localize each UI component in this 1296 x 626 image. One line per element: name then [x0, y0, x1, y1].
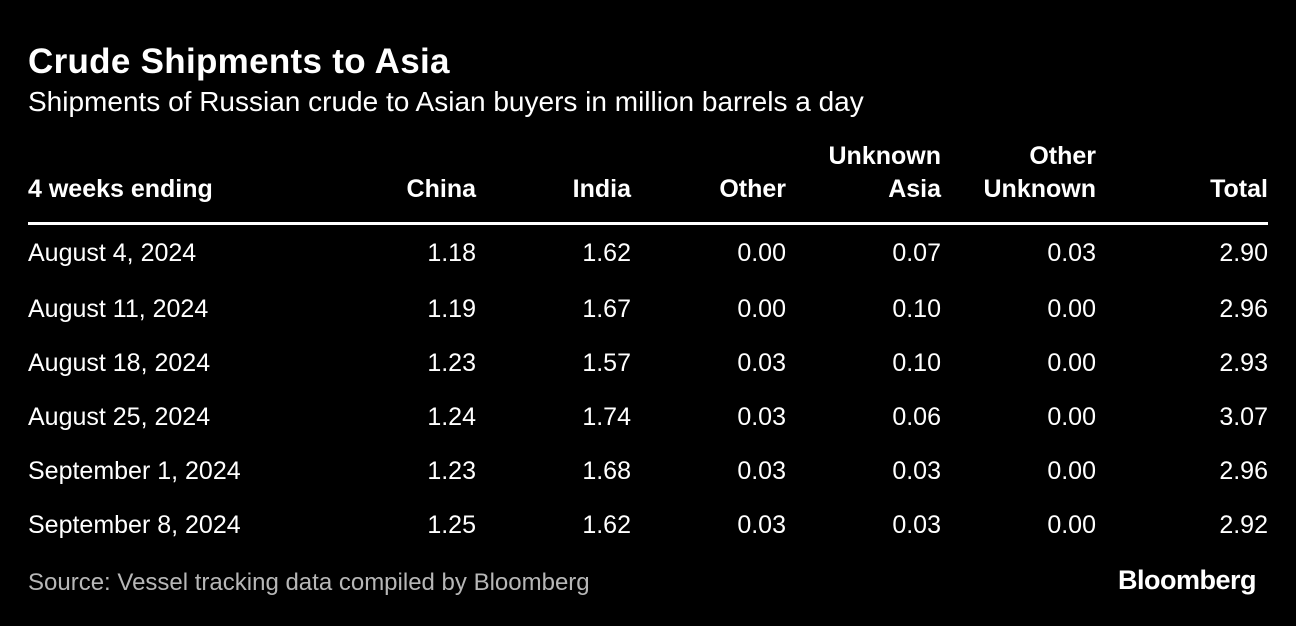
table-row: August 18, 2024 1.23 1.57 0.03 0.10 0.00… [28, 336, 1268, 390]
cell-india: 1.62 [582, 239, 631, 267]
cell-china: 1.23 [427, 348, 476, 377]
cell-india: 1.62 [582, 510, 631, 539]
header-line: Total [1210, 175, 1268, 203]
data-table: 4 weeks ending China India Other Unknown… [28, 140, 1268, 552]
cell-total: 3.07 [1219, 402, 1268, 431]
header-line: Other [1029, 142, 1096, 170]
cell-india: 1.74 [582, 402, 631, 431]
cell-india: 1.57 [582, 348, 631, 377]
cell-week: August 11, 2024 [28, 294, 209, 323]
cell-week: September 1, 2024 [28, 456, 241, 485]
cell-india: 1.67 [582, 294, 631, 323]
cell-china: 1.25 [427, 510, 476, 539]
header-row: 4 weeks ending China India Other Unknown… [28, 140, 1268, 225]
column-header-total: Total [1096, 140, 1268, 225]
cell-total: 2.90 [1219, 239, 1268, 267]
table-row: August 25, 2024 1.24 1.74 0.03 0.06 0.00… [28, 390, 1268, 444]
cell-unknown-asia: 0.07 [892, 239, 941, 267]
table-row: August 4, 2024 1.18 1.62 0.00 0.07 0.03 … [28, 224, 1268, 283]
cell-total: 2.93 [1219, 348, 1268, 377]
chart-title: Crude Shipments to Asia [28, 42, 450, 81]
header-line: Other [719, 175, 786, 203]
source-note: Source: Vessel tracking data compiled by… [28, 569, 590, 596]
cell-week: September 8, 2024 [28, 510, 241, 539]
header-line: China [406, 175, 476, 203]
bloomberg-logo: Bloomberg [1117, 565, 1257, 595]
cell-other-unknown: 0.00 [1047, 348, 1096, 377]
cell-unknown-asia: 0.06 [892, 402, 941, 431]
cell-india: 1.68 [582, 456, 631, 485]
cell-unknown-asia: 0.10 [892, 348, 941, 377]
cell-other: 0.03 [737, 510, 786, 539]
cell-total: 2.92 [1219, 510, 1268, 539]
cell-unknown-asia: 0.03 [892, 456, 941, 485]
cell-total: 2.96 [1219, 456, 1268, 485]
table-row: August 11, 2024 1.19 1.67 0.00 0.10 0.00… [28, 282, 1268, 336]
cell-other-unknown: 0.00 [1047, 456, 1096, 485]
cell-total: 2.96 [1219, 294, 1268, 323]
cell-other: 0.00 [737, 239, 786, 267]
header-line: India [572, 175, 631, 203]
chart-subtitle: Shipments of Russian crude to Asian buye… [28, 86, 864, 117]
cell-other: 0.03 [737, 348, 786, 377]
cell-other: 0.00 [737, 294, 786, 323]
column-header-china: China [328, 140, 476, 225]
cell-other: 0.03 [737, 402, 786, 431]
cell-other-unknown: 0.00 [1047, 402, 1096, 431]
cell-unknown-asia: 0.03 [892, 510, 941, 539]
column-header-other-unknown: Other Unknown [941, 140, 1097, 225]
cell-unknown-asia: 0.10 [892, 294, 941, 323]
cell-china: 1.19 [427, 294, 476, 323]
cell-week: August 18, 2024 [28, 348, 211, 377]
header-line: Unknown [983, 175, 1097, 203]
cell-other-unknown: 0.03 [1047, 239, 1096, 267]
cell-china: 1.24 [427, 402, 476, 431]
cell-other-unknown: 0.00 [1047, 510, 1096, 539]
cell-week: August 4, 2024 [28, 239, 197, 267]
cell-week: August 25, 2024 [28, 402, 211, 431]
cell-other: 0.03 [737, 456, 786, 485]
column-header-india: India [476, 140, 631, 225]
table-row: September 8, 2024 1.25 1.62 0.03 0.03 0.… [28, 498, 1268, 552]
column-header-unknown-asia: Unknown Asia [786, 140, 942, 225]
header-line: 4 weeks ending [28, 175, 213, 203]
cell-china: 1.23 [427, 456, 476, 485]
header-line: Unknown [828, 142, 942, 170]
cell-other-unknown: 0.00 [1047, 294, 1096, 323]
column-header-other: Other [631, 140, 786, 225]
column-header-week: 4 weeks ending [28, 140, 328, 225]
table-row: September 1, 2024 1.23 1.68 0.03 0.03 0.… [28, 444, 1268, 498]
header-line: Asia [888, 175, 941, 203]
cell-china: 1.18 [427, 239, 476, 267]
